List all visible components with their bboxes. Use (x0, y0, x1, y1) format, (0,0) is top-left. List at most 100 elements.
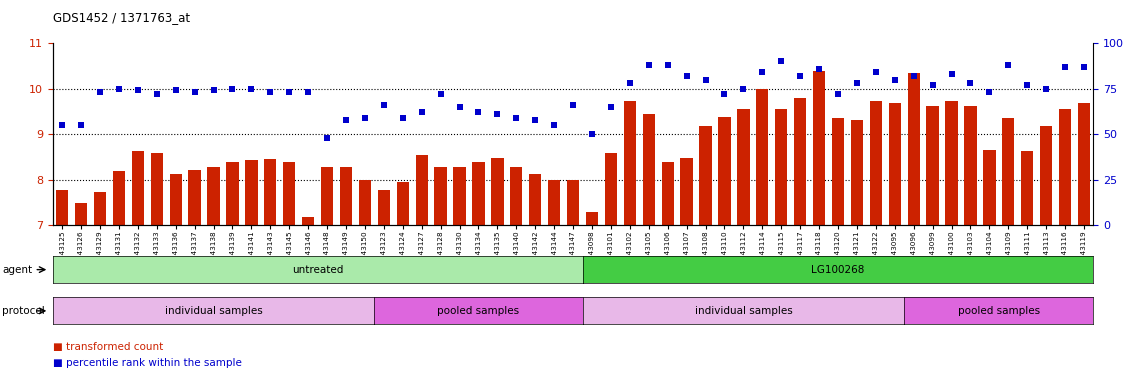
Text: individual samples: individual samples (695, 306, 792, 316)
Bar (889, 103, 901, 225)
Text: agent: agent (2, 265, 32, 274)
Bar (1040, 126, 1052, 225)
Bar (642, 114, 655, 225)
Point (696, 76, 714, 82)
Bar (378, 189, 390, 225)
Point (545, 122, 563, 128)
Point (469, 109, 488, 115)
Point (299, 89, 317, 95)
Point (281, 89, 299, 95)
Bar (1021, 152, 1034, 225)
Point (734, 86, 752, 92)
Bar (567, 180, 579, 225)
Text: untreated: untreated (292, 265, 344, 274)
Point (716, 91, 734, 97)
Bar (207, 167, 220, 225)
Point (1018, 82, 1036, 88)
Point (867, 69, 885, 75)
Bar (964, 106, 977, 225)
Point (924, 82, 942, 88)
Bar (662, 162, 674, 225)
Point (185, 89, 204, 95)
Point (847, 80, 866, 86)
Bar (321, 167, 333, 225)
Bar (586, 212, 598, 225)
Point (1075, 64, 1093, 70)
Bar (112, 171, 125, 225)
Point (53, 122, 71, 128)
Bar (56, 189, 69, 225)
Point (72, 122, 90, 128)
Bar (169, 174, 182, 225)
Bar (529, 174, 542, 225)
Bar (1077, 103, 1090, 225)
Point (450, 104, 468, 110)
Point (90, 89, 109, 95)
Point (526, 117, 544, 123)
Bar (548, 180, 560, 225)
Point (885, 76, 903, 82)
Point (980, 89, 998, 95)
Point (753, 69, 772, 75)
Bar (870, 101, 882, 225)
Bar (302, 217, 314, 225)
Point (810, 66, 828, 72)
Bar (283, 162, 295, 225)
Point (318, 135, 337, 141)
Bar (227, 162, 238, 225)
Point (166, 87, 184, 93)
Text: pooled samples: pooled samples (437, 306, 520, 316)
Bar (793, 98, 806, 225)
Text: LG100268: LG100268 (812, 265, 864, 274)
Point (110, 86, 128, 92)
Bar (396, 182, 409, 225)
Point (204, 87, 222, 93)
Point (412, 109, 431, 115)
Text: ■ transformed count: ■ transformed count (53, 342, 163, 352)
Bar (472, 162, 484, 225)
Bar (189, 170, 200, 225)
Bar (434, 167, 447, 225)
Point (905, 73, 923, 79)
Bar (946, 101, 957, 225)
Point (658, 62, 677, 68)
Point (621, 80, 639, 86)
Bar (94, 192, 106, 225)
Bar (775, 109, 788, 225)
Point (261, 89, 279, 95)
Bar (984, 150, 995, 225)
Point (1056, 64, 1074, 70)
Bar (680, 158, 693, 225)
Point (432, 91, 450, 97)
Bar (851, 120, 863, 225)
Point (223, 86, 242, 92)
Bar (1059, 109, 1072, 225)
Point (678, 73, 696, 79)
Bar (605, 153, 617, 225)
Point (772, 58, 790, 64)
Point (563, 102, 582, 108)
Bar (718, 117, 731, 225)
Point (243, 86, 261, 92)
Point (602, 104, 621, 110)
Bar (624, 101, 635, 225)
Text: ■ percentile rank within the sample: ■ percentile rank within the sample (53, 358, 242, 368)
Bar (491, 158, 504, 225)
Point (962, 80, 980, 86)
Bar (700, 126, 712, 225)
Bar (132, 151, 144, 225)
Point (128, 87, 147, 93)
Point (148, 91, 166, 97)
Bar (264, 159, 276, 225)
Text: pooled samples: pooled samples (958, 306, 1040, 316)
Bar (358, 180, 371, 225)
Point (488, 111, 506, 117)
Text: protocol: protocol (2, 306, 45, 316)
Bar (737, 109, 750, 225)
Bar (908, 73, 919, 225)
Point (583, 131, 601, 137)
Point (640, 62, 658, 68)
Point (507, 115, 526, 121)
Bar (453, 167, 466, 225)
Text: GDS1452 / 1371763_at: GDS1452 / 1371763_at (53, 11, 190, 24)
